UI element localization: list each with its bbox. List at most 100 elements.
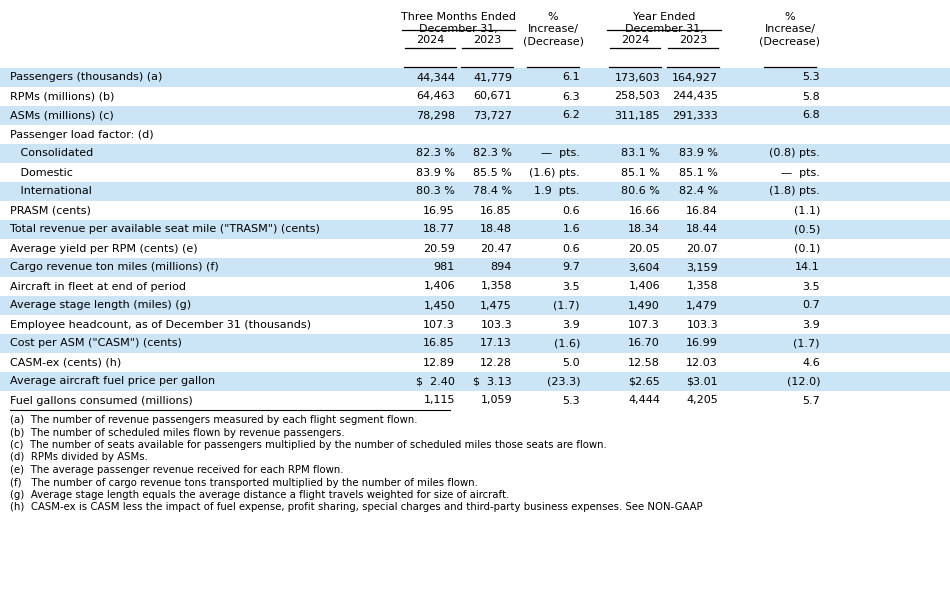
Text: (1.7): (1.7) bbox=[554, 300, 580, 311]
Text: (b)  The number of scheduled miles flown by revenue passengers.: (b) The number of scheduled miles flown … bbox=[10, 427, 345, 437]
Text: (1.1): (1.1) bbox=[793, 206, 820, 216]
Text: 103.3: 103.3 bbox=[481, 319, 512, 330]
Text: Passenger load factor: (d): Passenger load factor: (d) bbox=[10, 129, 154, 139]
Bar bbox=[0, 391, 950, 410]
Bar bbox=[0, 68, 950, 87]
Text: 107.3: 107.3 bbox=[628, 319, 660, 330]
Text: International: International bbox=[10, 187, 92, 197]
Text: (0.8) pts.: (0.8) pts. bbox=[770, 148, 820, 159]
Text: $3.01: $3.01 bbox=[686, 377, 718, 386]
Text: 12.58: 12.58 bbox=[628, 358, 660, 368]
Text: 1,479: 1,479 bbox=[686, 300, 718, 311]
Text: 16.95: 16.95 bbox=[424, 206, 455, 216]
Text: 85.5 %: 85.5 % bbox=[473, 167, 512, 178]
Bar bbox=[0, 220, 950, 239]
Text: 0.6: 0.6 bbox=[562, 244, 580, 253]
Text: (d)  RPMs divided by ASMs.: (d) RPMs divided by ASMs. bbox=[10, 452, 148, 462]
Text: (1.7): (1.7) bbox=[793, 339, 820, 349]
Text: 83.1 %: 83.1 % bbox=[621, 148, 660, 159]
Text: 0.6: 0.6 bbox=[562, 206, 580, 216]
Text: Fuel gallons consumed (millions): Fuel gallons consumed (millions) bbox=[10, 396, 193, 405]
Text: 64,463: 64,463 bbox=[416, 92, 455, 101]
Text: 1,059: 1,059 bbox=[481, 396, 512, 405]
Text: 82.4 %: 82.4 % bbox=[679, 187, 718, 197]
Text: 2023: 2023 bbox=[679, 35, 707, 45]
Text: 107.3: 107.3 bbox=[424, 319, 455, 330]
Text: 44,344: 44,344 bbox=[416, 73, 455, 82]
Text: 60,671: 60,671 bbox=[473, 92, 512, 101]
Text: —  pts.: — pts. bbox=[781, 167, 820, 178]
Bar bbox=[0, 182, 950, 201]
Text: 291,333: 291,333 bbox=[673, 110, 718, 120]
Text: 78,298: 78,298 bbox=[416, 110, 455, 120]
Text: Year Ended
December 31,: Year Ended December 31, bbox=[625, 12, 703, 35]
Text: Average yield per RPM (cents) (e): Average yield per RPM (cents) (e) bbox=[10, 244, 198, 253]
Text: 258,503: 258,503 bbox=[615, 92, 660, 101]
Text: (12.0): (12.0) bbox=[787, 377, 820, 386]
Bar bbox=[0, 353, 950, 372]
Text: PRASM (cents): PRASM (cents) bbox=[10, 206, 91, 216]
Text: 80.3 %: 80.3 % bbox=[416, 187, 455, 197]
Text: 311,185: 311,185 bbox=[615, 110, 660, 120]
Text: (a)  The number of revenue passengers measured by each flight segment flown.: (a) The number of revenue passengers mea… bbox=[10, 415, 417, 425]
Text: 2024: 2024 bbox=[416, 35, 445, 45]
Text: %
Increase/
(Decrease): % Increase/ (Decrease) bbox=[522, 12, 583, 47]
Text: 73,727: 73,727 bbox=[473, 110, 512, 120]
Bar bbox=[0, 144, 950, 163]
Text: 173,603: 173,603 bbox=[615, 73, 660, 82]
Text: 20.59: 20.59 bbox=[423, 244, 455, 253]
Text: (c)  The number of seats available for passengers multiplied by the number of sc: (c) The number of seats available for pa… bbox=[10, 440, 607, 450]
Text: 4,205: 4,205 bbox=[686, 396, 718, 405]
Text: 2024: 2024 bbox=[620, 35, 649, 45]
Text: 12.28: 12.28 bbox=[480, 358, 512, 368]
Text: 41,779: 41,779 bbox=[473, 73, 512, 82]
Text: 20.05: 20.05 bbox=[628, 244, 660, 253]
Text: 3.5: 3.5 bbox=[562, 281, 580, 291]
Text: 2023: 2023 bbox=[473, 35, 502, 45]
Text: 5.8: 5.8 bbox=[802, 92, 820, 101]
Text: (e)  The average passenger revenue received for each RPM flown.: (e) The average passenger revenue receiv… bbox=[10, 465, 344, 475]
Text: 12.03: 12.03 bbox=[686, 358, 718, 368]
Text: Three Months Ended
December 31,: Three Months Ended December 31, bbox=[401, 12, 516, 35]
Text: 82.3 %: 82.3 % bbox=[416, 148, 455, 159]
Text: 17.13: 17.13 bbox=[481, 339, 512, 349]
Text: 4,444: 4,444 bbox=[628, 396, 660, 405]
Bar bbox=[0, 106, 950, 125]
Text: Average stage length (miles) (g): Average stage length (miles) (g) bbox=[10, 300, 191, 311]
Text: (h)  CASM-ex is CASM less the impact of fuel expense, profit sharing, special ch: (h) CASM-ex is CASM less the impact of f… bbox=[10, 502, 703, 513]
Text: 83.9 %: 83.9 % bbox=[416, 167, 455, 178]
Text: 16.70: 16.70 bbox=[628, 339, 660, 349]
Text: 1,406: 1,406 bbox=[424, 281, 455, 291]
Bar bbox=[0, 258, 950, 277]
Text: 1,358: 1,358 bbox=[481, 281, 512, 291]
Bar bbox=[0, 201, 950, 220]
Text: $  3.13: $ 3.13 bbox=[473, 377, 512, 386]
Text: (1.6): (1.6) bbox=[554, 339, 580, 349]
Text: Total revenue per available seat mile ("TRASM") (cents): Total revenue per available seat mile ("… bbox=[10, 225, 320, 234]
Text: (g)  Average stage length equals the average distance a flight travels weighted : (g) Average stage length equals the aver… bbox=[10, 490, 509, 500]
Text: 18.77: 18.77 bbox=[423, 225, 455, 234]
Text: 6.8: 6.8 bbox=[802, 110, 820, 120]
Text: 18.34: 18.34 bbox=[628, 225, 660, 234]
Text: 9.7: 9.7 bbox=[562, 262, 580, 272]
Text: 3,604: 3,604 bbox=[628, 262, 660, 272]
Text: 1,358: 1,358 bbox=[686, 281, 718, 291]
Text: 20.47: 20.47 bbox=[480, 244, 512, 253]
Text: 1,115: 1,115 bbox=[424, 396, 455, 405]
Text: 82.3 %: 82.3 % bbox=[473, 148, 512, 159]
Text: 16.85: 16.85 bbox=[481, 206, 512, 216]
Text: %
Increase/
(Decrease): % Increase/ (Decrease) bbox=[759, 12, 821, 47]
Text: 164,927: 164,927 bbox=[672, 73, 718, 82]
Text: 244,435: 244,435 bbox=[672, 92, 718, 101]
Text: 3.5: 3.5 bbox=[803, 281, 820, 291]
Text: Consolidated: Consolidated bbox=[10, 148, 93, 159]
Text: 6.1: 6.1 bbox=[562, 73, 580, 82]
Text: 16.66: 16.66 bbox=[628, 206, 660, 216]
Text: 5.3: 5.3 bbox=[803, 73, 820, 82]
Text: $2.65: $2.65 bbox=[628, 377, 660, 386]
Text: 1,475: 1,475 bbox=[481, 300, 512, 311]
Text: Cost per ASM ("CASM") (cents): Cost per ASM ("CASM") (cents) bbox=[10, 339, 181, 349]
Bar bbox=[0, 125, 950, 144]
Bar bbox=[0, 87, 950, 106]
Text: Cargo revenue ton miles (millions) (f): Cargo revenue ton miles (millions) (f) bbox=[10, 262, 218, 272]
